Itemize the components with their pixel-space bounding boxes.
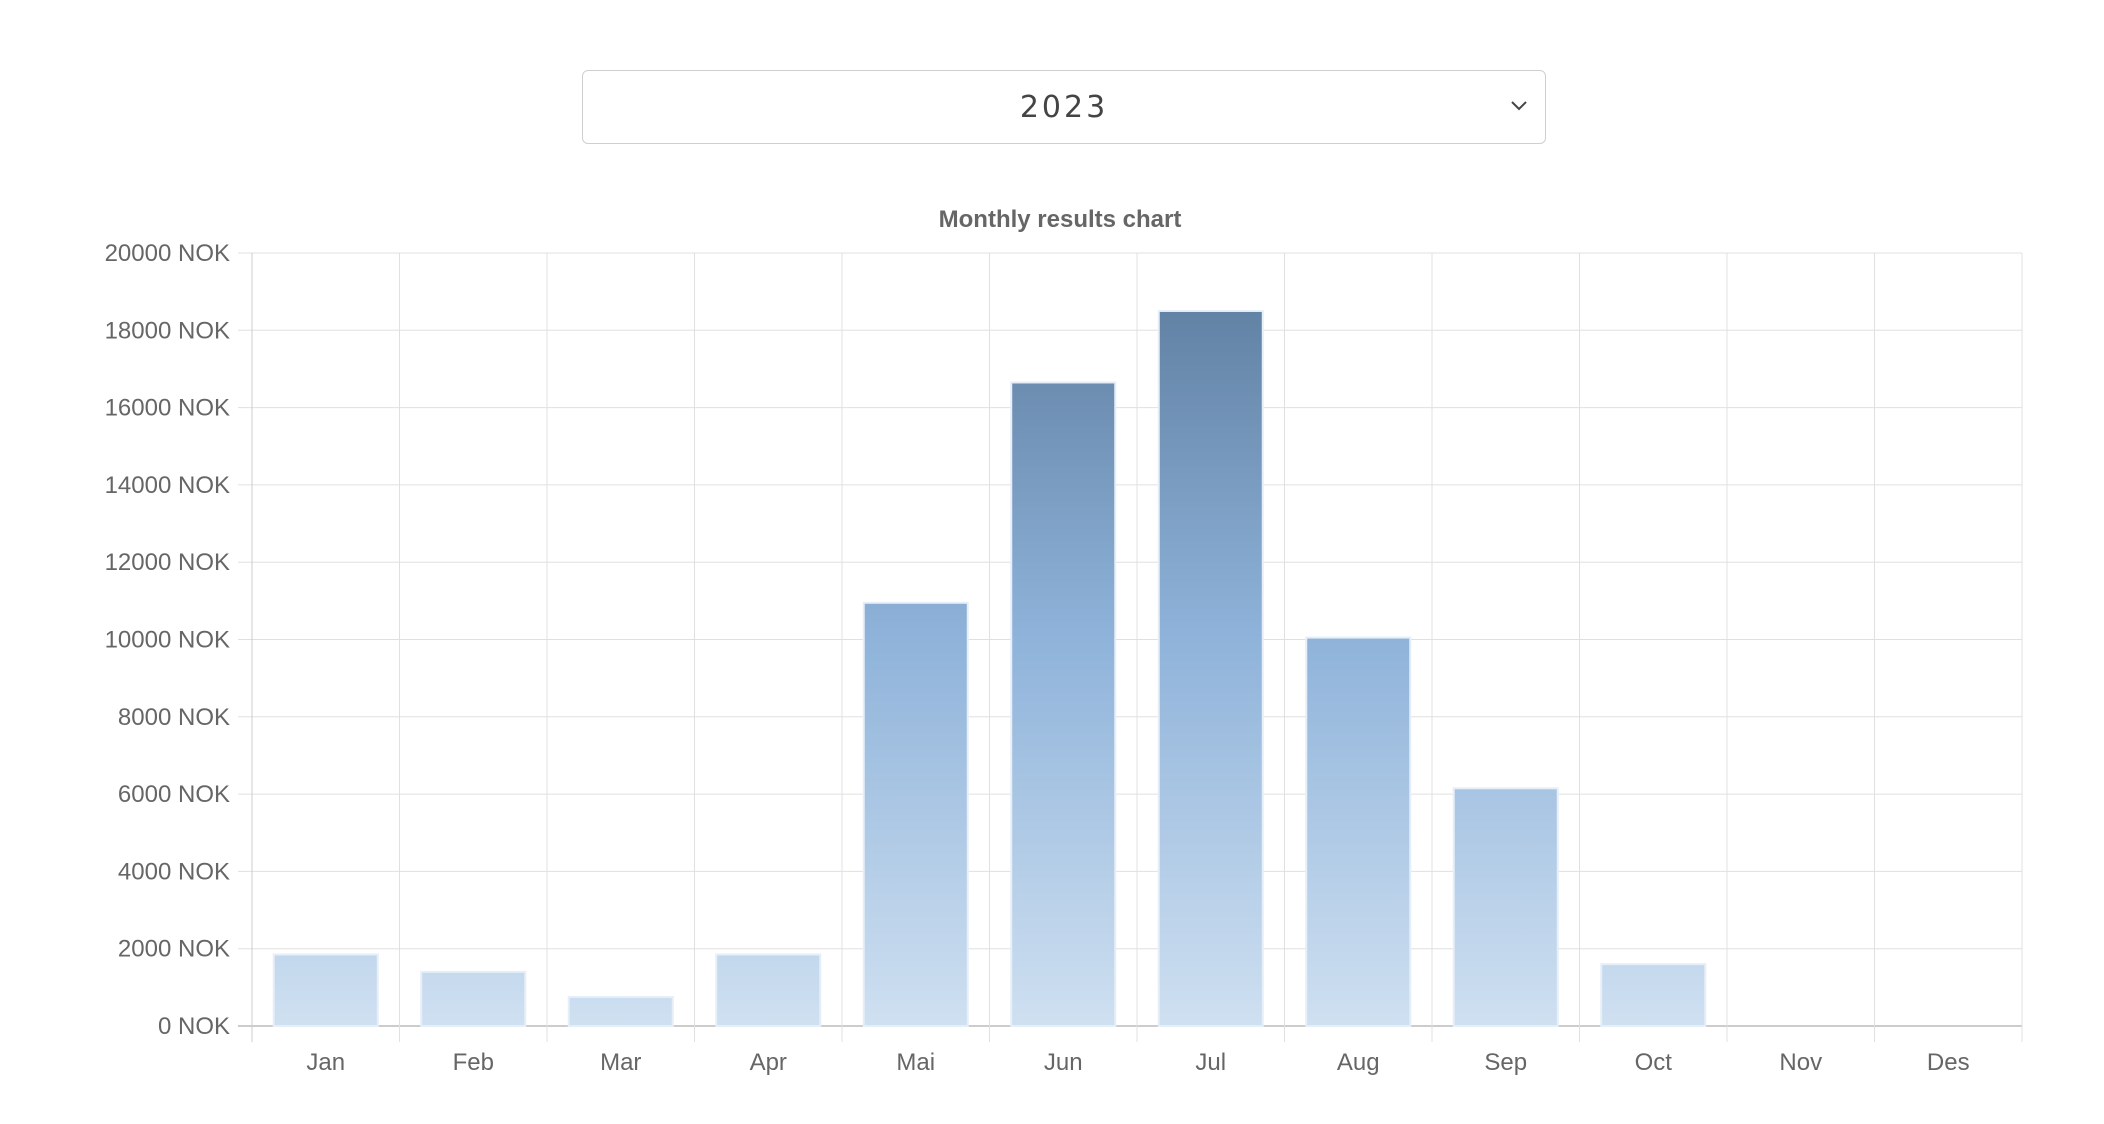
bar-jan [272,953,379,1027]
monthly-results-chart: Monthly results chart 0 NOK 2000 NOK 4000 … [105,206,2023,1076]
bar-mar [567,996,674,1028]
x-tick-label: Feb [453,1049,494,1076]
x-tick-label: Jun [1044,1049,1083,1076]
bar-jul [1157,309,1264,1028]
x-tick-label: Jul [1195,1049,1226,1076]
y-tick-label: 4000 NOK [118,858,230,885]
bar-oct [1600,963,1707,1027]
x-tick-label: Sep [1484,1049,1527,1076]
y-axis-ticks: 0 NOK 2000 NOK 4000 NOK 6000 NOK 8000 NOK 100… [105,240,230,1040]
bar-apr [715,953,822,1027]
bar-jun [1010,381,1117,1028]
y-tick-label: 0 NOK [158,1013,230,1040]
y-tick-label: 10000 NOK [105,627,230,654]
y-tick-label: 2000 NOK [118,936,230,963]
grid-layer [238,252,2023,1042]
year-select-value: 2023 [1019,90,1109,125]
y-tick-label: 6000 NOK [118,781,230,808]
y-tick-label: 20000 NOK [105,240,230,267]
y-tick-label: 14000 NOK [105,472,230,499]
bar-mai [862,601,969,1027]
x-tick-label: Oct [1635,1049,1673,1076]
bar-feb [420,970,527,1028]
x-tick-label: Apr [750,1049,787,1076]
bar-sep [1452,787,1559,1027]
y-tick-label: 18000 NOK [105,317,230,344]
x-axis-ticks: Jan Feb Mar Apr Mai Jun Jul Aug Sep Oct Nov Des [306,1049,1969,1076]
x-tick-label: Mar [600,1049,641,1076]
x-tick-label: Nov [1779,1049,1822,1076]
bar-layer [272,309,1707,1028]
x-tick-label: Jan [306,1049,345,1076]
y-tick-label: 8000 NOK [118,704,230,731]
x-tick-label: Aug [1337,1049,1380,1076]
chart-title: Monthly results chart [939,206,1182,233]
x-tick-label: Mai [896,1049,935,1076]
x-tick-label: Des [1927,1049,1970,1076]
y-tick-label: 12000 NOK [105,549,230,576]
year-select[interactable]: 2023 [582,70,1546,144]
y-tick-label: 16000 NOK [105,395,230,422]
chevron-down-icon [1511,101,1527,111]
bar-aug [1305,636,1412,1027]
